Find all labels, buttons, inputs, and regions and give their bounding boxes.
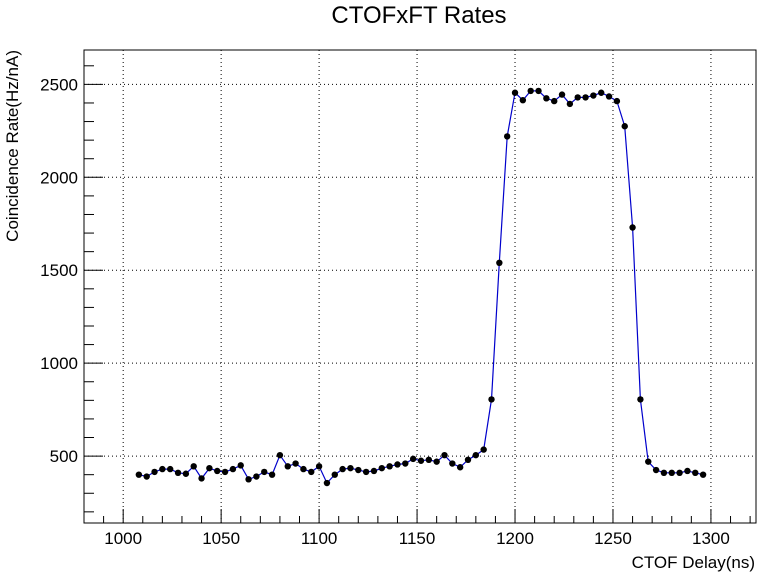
data-point xyxy=(692,469,699,477)
data-point xyxy=(699,471,707,478)
data-point xyxy=(645,458,652,465)
data-point xyxy=(409,455,417,463)
x-tick-label: 1250 xyxy=(594,529,632,548)
data-point xyxy=(143,473,150,480)
data-point xyxy=(417,457,425,464)
data-point xyxy=(182,470,190,477)
tick-labels: 1000 1050 1100 1150 1200 1250 1300 500 1000 1500 2… xyxy=(40,75,730,548)
data-point xyxy=(496,259,503,267)
data-point xyxy=(402,460,409,467)
data-markers xyxy=(135,87,707,487)
data-point xyxy=(386,463,393,470)
data-point xyxy=(511,89,519,96)
data-point xyxy=(480,446,487,453)
data-point xyxy=(519,96,527,104)
data-point xyxy=(543,95,550,102)
data-point xyxy=(159,465,166,473)
data-point xyxy=(167,465,174,473)
data-point xyxy=(268,471,276,478)
data-point xyxy=(637,396,644,403)
data-point xyxy=(684,467,691,475)
data-point xyxy=(190,463,197,470)
x-axis-title: CTOF Delay(ns) xyxy=(632,553,755,572)
data-point xyxy=(253,473,260,480)
data-point xyxy=(378,464,385,472)
data-point xyxy=(308,468,315,476)
x-tick-label: 1200 xyxy=(496,529,534,548)
axis-ticks xyxy=(83,65,751,523)
y-tick-label: 500 xyxy=(50,447,78,466)
data-point xyxy=(433,458,440,465)
y-tick-label: 1000 xyxy=(40,354,78,373)
data-point xyxy=(566,100,574,108)
data-point xyxy=(214,467,221,475)
data-point xyxy=(598,89,605,96)
data-point xyxy=(621,123,628,130)
data-point xyxy=(245,476,252,483)
data-point xyxy=(300,465,307,473)
data-point xyxy=(394,461,401,468)
chart-title: CTOFxFT Rates xyxy=(331,2,506,29)
data-point xyxy=(370,467,378,475)
data-point xyxy=(605,93,613,100)
data-point xyxy=(221,468,229,476)
data-point xyxy=(206,464,213,472)
data-point xyxy=(229,465,237,473)
data-point xyxy=(464,456,472,464)
plot-frame xyxy=(83,49,757,524)
data-point xyxy=(174,469,182,477)
y-axis-title: Coincidence Rate(Hz/nA) xyxy=(3,50,22,242)
data-point xyxy=(315,463,323,470)
data-point xyxy=(503,133,511,140)
data-point xyxy=(362,468,370,476)
data-point xyxy=(135,471,143,478)
data-point xyxy=(652,466,660,474)
y-tick-label: 2000 xyxy=(40,168,78,187)
data-point xyxy=(676,469,683,477)
data-point xyxy=(535,87,542,95)
data-point xyxy=(261,468,268,476)
data-point xyxy=(590,92,597,99)
data-point xyxy=(449,460,456,467)
data-point xyxy=(237,462,244,469)
data-point xyxy=(339,465,346,473)
x-tick-label: 1000 xyxy=(104,529,142,548)
x-tick-label: 1300 xyxy=(692,529,730,548)
data-point xyxy=(558,91,566,98)
data-point xyxy=(582,94,589,101)
data-point xyxy=(151,468,158,476)
data-point xyxy=(276,451,284,459)
data-point xyxy=(660,469,668,477)
data-point xyxy=(527,87,534,95)
y-tick-label: 2500 xyxy=(40,75,78,94)
grid-lines xyxy=(84,50,756,523)
data-point xyxy=(331,471,338,478)
data-point xyxy=(292,460,299,467)
data-point xyxy=(472,451,480,459)
data-point xyxy=(488,396,495,403)
data-point xyxy=(668,469,675,477)
data-point xyxy=(551,97,558,105)
data-point xyxy=(629,224,636,231)
x-tick-label: 1050 xyxy=(202,529,240,548)
data-point xyxy=(198,475,205,482)
data-point xyxy=(574,94,581,101)
data-point xyxy=(284,463,291,470)
data-point xyxy=(425,456,433,464)
x-tick-label: 1150 xyxy=(399,529,436,548)
data-point xyxy=(347,464,354,472)
data-point xyxy=(456,464,464,471)
x-tick-label: 1100 xyxy=(301,529,338,548)
data-point xyxy=(441,451,448,459)
data-point xyxy=(323,479,331,487)
data-point xyxy=(355,466,362,474)
y-tick-label: 1500 xyxy=(40,261,78,280)
data-point xyxy=(613,97,621,105)
